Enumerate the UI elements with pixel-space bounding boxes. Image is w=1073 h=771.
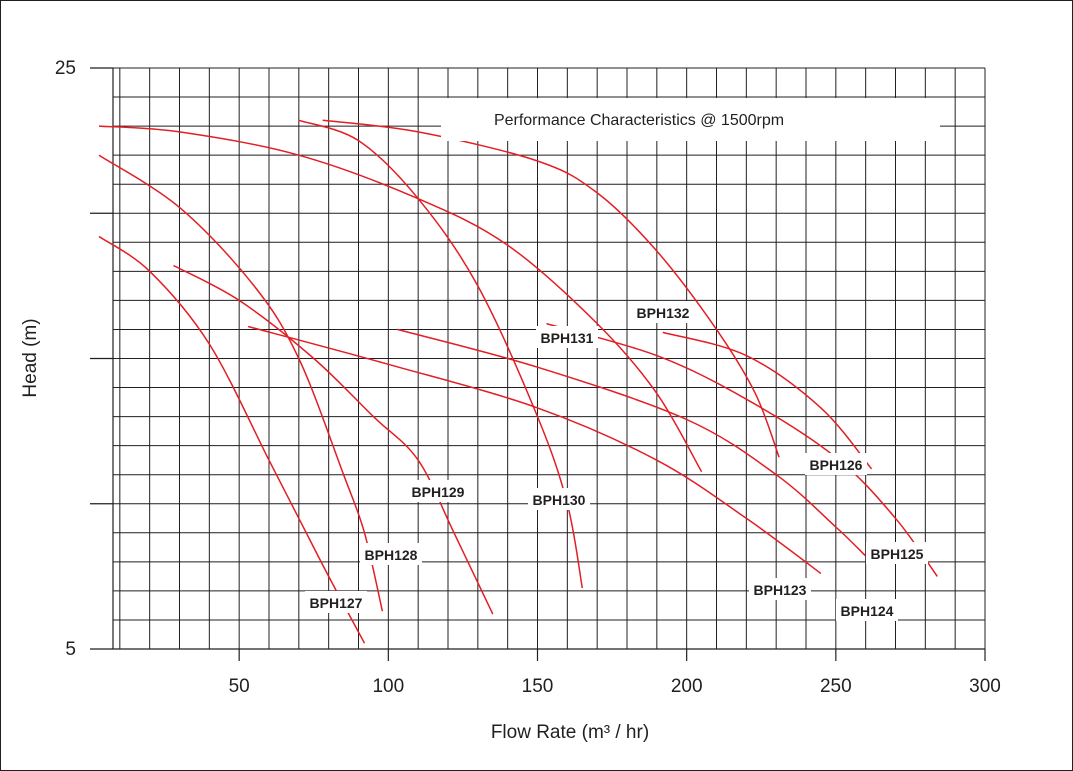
curve-label-bg xyxy=(805,453,867,475)
curve-label-bph123: BPH123 xyxy=(754,582,807,598)
x-axis-label: Flow Rate (m³ / hr) xyxy=(491,722,649,743)
curve-label-bph125: BPH125 xyxy=(871,546,924,562)
grid xyxy=(113,67,986,649)
curve-label-bg xyxy=(360,543,422,565)
curve-label-bph131: BPH131 xyxy=(541,330,594,346)
x-tick-label: 250 xyxy=(820,676,852,697)
curve-label-bph128: BPH128 xyxy=(365,547,418,563)
curve-bph125 xyxy=(546,322,938,577)
curve-label-bg xyxy=(836,599,898,621)
curve-label-bph132: BPH132 xyxy=(637,305,690,321)
curve-label-bg xyxy=(407,480,469,502)
curve-label-bph130: BPH130 xyxy=(533,492,586,508)
curve-label-bg xyxy=(749,578,811,600)
curve-label-bph124: BPH124 xyxy=(841,603,894,619)
curve-bph128 xyxy=(98,154,384,612)
curves xyxy=(98,119,938,644)
title-box xyxy=(441,98,940,141)
curve-bph124 xyxy=(397,328,867,557)
y-tick-label: 5 xyxy=(65,639,76,660)
x-tick-label: 200 xyxy=(671,676,703,697)
curve-bph123 xyxy=(247,325,822,575)
curve-bph127 xyxy=(98,235,366,644)
curve-label-bg xyxy=(866,542,928,564)
curve-bph132 xyxy=(322,119,780,458)
x-tick-label: 300 xyxy=(969,676,1001,697)
curve-label-bg xyxy=(632,301,694,323)
curve-labels: BPH127 BPH128 BPH129 BPH130 BPH131 BPH132 BPH1… xyxy=(305,301,928,621)
curve-label-bg xyxy=(305,591,367,613)
y-tick-label: 25 xyxy=(55,58,76,79)
x-tick-label: 50 xyxy=(229,676,250,697)
curve-label-bph127: BPH127 xyxy=(310,595,363,611)
curve-bph126 xyxy=(662,331,873,470)
curve-label-bg xyxy=(536,326,598,348)
y-axis-label: Head (m) xyxy=(20,318,41,397)
curve-bph129 xyxy=(173,264,494,615)
x-tick-label: 150 xyxy=(522,676,554,697)
curve-bph131 xyxy=(98,125,703,473)
curve-label-bph126: BPH126 xyxy=(810,457,863,473)
chart-title: Performance Characteristics @ 1500rpm xyxy=(494,112,784,129)
curve-label-bg xyxy=(528,488,590,510)
curve-label-bph129: BPH129 xyxy=(412,484,465,500)
axes: 50 100 150 200 250 300 5 25 xyxy=(55,58,1001,697)
x-tick-label: 100 xyxy=(372,676,404,697)
